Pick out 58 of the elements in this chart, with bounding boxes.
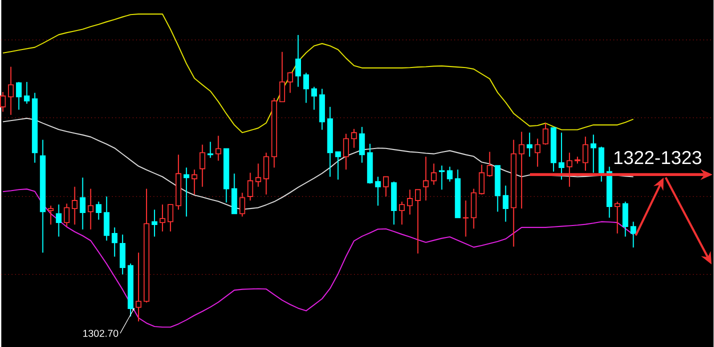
candlestick — [430, 162, 437, 186]
candlestick — [8, 66, 14, 116]
candlestick — [478, 164, 485, 195]
candlestick — [462, 200, 469, 238]
candlestick — [486, 151, 493, 178]
candlestick — [582, 136, 588, 172]
candlestick — [422, 156, 429, 201]
candlestick — [136, 252, 142, 322]
candlestick — [160, 204, 166, 232]
candlestick — [255, 162, 262, 188]
candlestick — [590, 134, 596, 174]
candlestick — [407, 189, 413, 216]
candlestick — [526, 132, 532, 158]
candlestick — [152, 209, 158, 238]
candlestick — [112, 226, 118, 258]
candlestick — [72, 186, 78, 226]
candlestick — [518, 131, 524, 210]
candlestick — [215, 135, 222, 162]
candlestick — [64, 203, 70, 228]
candlestick — [351, 128, 357, 148]
candlestick — [263, 152, 270, 195]
candlestick — [303, 72, 309, 104]
candlestick — [192, 168, 198, 195]
candlestick — [335, 151, 341, 180]
text: 1302.70 — [83, 330, 118, 337]
candlestick — [399, 201, 405, 226]
annotation: 1322-1323 — [614, 150, 702, 164]
candlestick — [16, 81, 22, 110]
candlestick — [168, 204, 174, 232]
candlestick — [566, 152, 572, 188]
candlestick — [359, 126, 365, 164]
candlestick — [414, 189, 421, 254]
candlestick — [343, 133, 349, 170]
candlestick — [247, 172, 254, 201]
candlestick — [200, 144, 206, 188]
candlestick — [622, 201, 628, 238]
candlestick — [80, 177, 86, 230]
candlestick — [287, 71, 294, 94]
candlestick — [96, 201, 102, 220]
candlestick — [558, 132, 564, 180]
candlestick — [279, 51, 286, 102]
candlestick — [184, 166, 190, 218]
candlestick — [630, 221, 636, 248]
candlestick — [295, 34, 302, 88]
candlestick — [534, 138, 540, 168]
candlestick — [375, 176, 381, 206]
candlestick — [56, 204, 62, 238]
candlestick — [502, 185, 508, 222]
candlestick — [446, 166, 453, 182]
candlestick — [311, 86, 317, 110]
candlestick — [239, 192, 246, 218]
candlestick — [383, 176, 389, 197]
candlestick — [104, 196, 110, 242]
candlestick — [88, 188, 94, 230]
candlestick — [48, 205, 54, 226]
candlestick — [614, 201, 620, 234]
candlestick — [24, 81, 30, 104]
candlestick — [542, 122, 548, 146]
